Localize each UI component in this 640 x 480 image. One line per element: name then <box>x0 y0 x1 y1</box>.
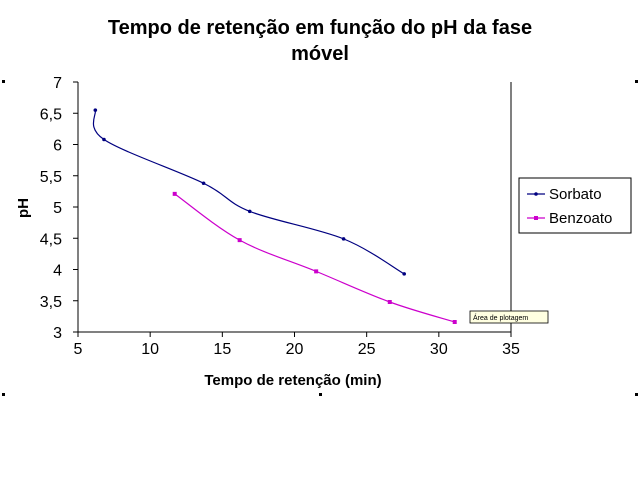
y-tick-label: 6 <box>53 138 62 155</box>
chart-title-line1: Tempo de retenção em função do pH da fas… <box>108 17 532 39</box>
legend[interactable]: Sorbato Benzoato <box>518 177 632 234</box>
x-tick-label: 5 <box>74 341 83 358</box>
data-point-sorbato[interactable] <box>201 181 206 186</box>
y-tick-label: 7 <box>53 75 62 92</box>
data-point-benzoato[interactable] <box>314 269 319 274</box>
data-point-sorbato[interactable] <box>93 108 98 112</box>
series-layer <box>92 108 457 324</box>
chart-title-line2: móvel <box>291 43 349 65</box>
data-point-sorbato[interactable] <box>402 272 406 276</box>
selection-handle-bottom-left[interactable] <box>2 393 5 396</box>
y-tick-label: 4,5 <box>40 231 62 248</box>
y-tick-label: 3,5 <box>40 294 62 311</box>
legend-marker <box>534 216 538 220</box>
legend-marker <box>534 192 538 196</box>
y-tick-label: 4 <box>53 263 62 280</box>
legend-label-sorbato: Sorbato <box>549 186 602 203</box>
selection-handle-bottom-right[interactable] <box>635 393 638 396</box>
x-tick-label: 35 <box>502 341 520 358</box>
data-point-benzoato[interactable] <box>172 191 177 196</box>
x-tick-label: 10 <box>141 341 159 358</box>
y-tick-label: 3 <box>53 325 62 342</box>
x-tick-label: 15 <box>213 341 231 358</box>
selection-handle-bottom-middle[interactable] <box>319 393 322 396</box>
x-tick-label: 25 <box>358 341 376 358</box>
plot-area-tooltip: Área de plotagem <box>469 310 549 324</box>
y-tick-label: 5 <box>53 200 62 217</box>
data-point-benzoato[interactable] <box>452 320 457 324</box>
tooltip-box <box>469 310 549 324</box>
series-line-sorbato[interactable] <box>92 109 405 275</box>
axis-ticks: 5 10 15 20 25 30 35 3 3,5 4 4,5 5 5,5 6 6,5 7 <box>40 75 520 358</box>
data-point-benzoato[interactable] <box>387 300 392 304</box>
y-tick-label: 6,5 <box>40 106 62 123</box>
selection-handle-top-left[interactable] <box>2 80 5 83</box>
legend-box <box>518 177 632 234</box>
tooltip-text: Área de plotagem <box>473 313 528 322</box>
selection-handle-top-right[interactable] <box>635 80 638 83</box>
data-point-benzoato[interactable] <box>237 238 242 243</box>
x-tick-label: 20 <box>286 341 304 358</box>
data-point-sorbato[interactable] <box>102 137 106 142</box>
y-tick-label: 5,5 <box>40 169 62 186</box>
legend-entries: Sorbato Benzoato <box>527 186 612 227</box>
data-point-sorbato[interactable] <box>247 209 252 214</box>
legend-label-benzoato: Benzoato <box>549 210 612 227</box>
series-line-benzoato[interactable] <box>174 193 455 323</box>
x-axis-title: Tempo de retenção (min) <box>204 372 381 389</box>
data-point-sorbato[interactable] <box>341 237 346 241</box>
y-axis-title: pH <box>15 198 32 218</box>
x-tick-label: 30 <box>430 341 448 358</box>
